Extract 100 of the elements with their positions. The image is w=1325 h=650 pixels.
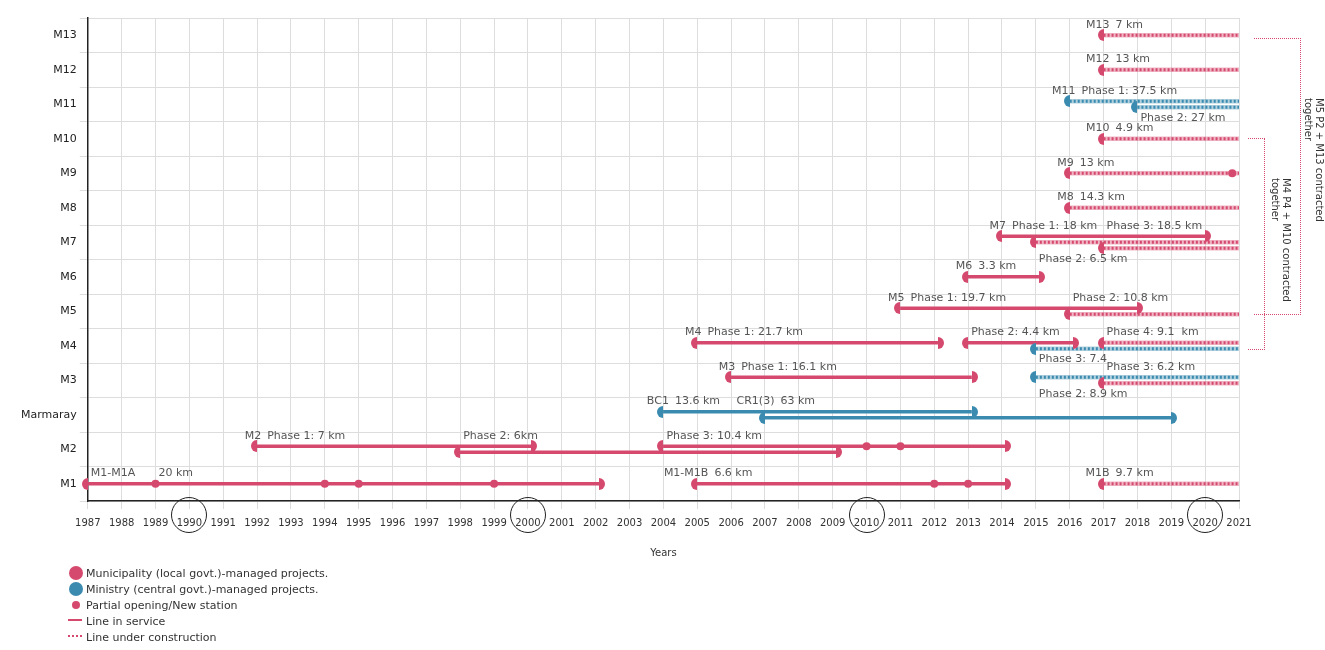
annotation: Phase 3: 7.4 xyxy=(1038,352,1107,366)
annotation: Phase 3: 6.2 km xyxy=(1106,359,1196,373)
annotation: 7 km xyxy=(1115,17,1144,31)
x-tick-label: 1989 xyxy=(142,516,169,528)
x-tick-label: 1987 xyxy=(75,516,101,528)
y-tick-label: Marmaray xyxy=(20,407,78,421)
annotation: Phase 2: 6.5 km xyxy=(1038,251,1128,265)
x-axis-title: Years xyxy=(649,546,677,558)
annotation: CR1(3) xyxy=(736,394,775,408)
annotation: 63 km xyxy=(780,394,816,408)
x-tick-label: 2009 xyxy=(819,516,846,528)
y-tick-label: M13 xyxy=(53,28,77,42)
x-tick-label: 1988 xyxy=(108,516,135,528)
y-tick-label: M9 xyxy=(60,166,77,180)
annotation: M10 xyxy=(1085,121,1110,135)
annotation: M1-M1B xyxy=(663,466,709,480)
x-tick-label: 1999 xyxy=(481,516,507,528)
annotation: M6 xyxy=(955,259,973,273)
annotation: M3 xyxy=(718,359,736,373)
x-tick-label: 2014 xyxy=(989,516,1015,528)
annotation: M8 xyxy=(1057,190,1074,204)
x-tick-label: 2001 xyxy=(549,516,575,528)
x-tick-label: 2003 xyxy=(616,516,643,528)
annotation: 14.3 km xyxy=(1079,190,1125,204)
y-tick-label: M5 xyxy=(60,304,77,318)
x-tick-label: 2000 xyxy=(515,516,541,528)
legend-label: Municipality (local govt.)-managed projects. xyxy=(86,566,329,580)
annotation: M1B xyxy=(1085,466,1110,480)
y-tick-label: M3 xyxy=(60,373,77,387)
x-tick-label: 2018 xyxy=(1124,516,1151,528)
x-tick-label: 2021 xyxy=(1226,516,1252,528)
x-tick-label: 1997 xyxy=(413,516,440,528)
annotation: M7 xyxy=(989,218,1007,232)
annotation: Phase 1: 19.7 km xyxy=(910,290,1007,304)
annotation: Phase 2: 4.4 km xyxy=(971,325,1060,339)
annotation: 13 km xyxy=(1115,52,1151,66)
x-tick-label: 2008 xyxy=(786,516,812,528)
x-tick-label: 1992 xyxy=(244,516,270,528)
annotation: Phase 2: 10.8 km xyxy=(1072,290,1169,304)
x-tick-label: 2016 xyxy=(1056,516,1083,528)
y-tick-label: M6 xyxy=(60,269,77,283)
annotation: Phase 2: 6km xyxy=(463,428,538,442)
y-tick-label: M1 xyxy=(60,476,77,490)
annotation: Phase 1: 16.1 km xyxy=(741,359,837,373)
legend-label: Line in service xyxy=(86,614,166,628)
annotation: BC1 xyxy=(646,394,669,408)
x-tick-label: 2004 xyxy=(650,516,677,528)
x-tick-label: 2005 xyxy=(684,516,710,528)
annotation: M13 xyxy=(1085,17,1110,31)
annotation: M12 xyxy=(1085,52,1110,66)
annotation: M9 xyxy=(1057,155,1074,169)
annotation: 13.6 km xyxy=(674,394,720,408)
x-tick-label: 1993 xyxy=(278,516,304,528)
annotation: Phase 1: 37.5 km xyxy=(1081,83,1178,97)
annotation: 9.7 km xyxy=(1115,466,1154,480)
annotation: M1-M1A xyxy=(90,466,136,480)
annotation: Phase 1: 7 km xyxy=(267,428,346,442)
x-tick-label: 2020 xyxy=(1192,516,1218,528)
x-tick-label: 2017 xyxy=(1090,516,1117,528)
annotation: Phase 1: 18 km xyxy=(1012,218,1098,232)
annotation: 3.3 km xyxy=(978,259,1017,273)
annotation: 13 km xyxy=(1079,155,1115,169)
x-tick-label: 2012 xyxy=(921,516,947,528)
annotation: Phase 3: 18.5 km xyxy=(1106,218,1203,232)
annotation: 4.9 km xyxy=(1115,121,1154,135)
x-tick-label: 2015 xyxy=(1023,516,1049,528)
x-tick-label: 2013 xyxy=(955,516,981,528)
x-tick-label: 1996 xyxy=(379,516,406,528)
x-tick-label: 2007 xyxy=(752,516,778,528)
x-tick-label: 2010 xyxy=(853,516,880,528)
annotation: M11 xyxy=(1052,83,1076,97)
text: M5 P2 + M13 contracted together xyxy=(1303,98,1325,224)
annotation: Phase 2: 27 km xyxy=(1140,110,1226,124)
annotation: Phase 2: 8.9 km xyxy=(1038,386,1128,400)
y-tick-label: M2 xyxy=(60,442,77,456)
y-tick-label: M8 xyxy=(60,200,77,214)
y-tick-label: M10 xyxy=(53,131,77,145)
annotation: 20 km xyxy=(158,466,194,480)
legend-label: Ministry (central govt.)-managed projects. xyxy=(86,582,319,596)
y-tick-label: M12 xyxy=(53,62,77,76)
x-tick-label: 1990 xyxy=(176,516,203,528)
x-tick-label: 1994 xyxy=(312,516,338,528)
annotation: M4 xyxy=(684,325,702,339)
annotation: M2 xyxy=(244,428,262,442)
x-tick-label: 2019 xyxy=(1158,516,1185,528)
annotation: M5 xyxy=(888,290,905,304)
y-tick-label: M11 xyxy=(53,97,77,111)
legend-label: Partial opening/New station xyxy=(86,598,238,612)
text: M4 P4 + M10 contracted together xyxy=(1270,178,1292,304)
x-tick-label: 1991 xyxy=(210,516,236,528)
x-tick-label: 2002 xyxy=(582,516,609,528)
x-tick-label: 1998 xyxy=(447,516,473,528)
x-tick-label: 2011 xyxy=(887,516,914,528)
annotation: 6.6 km xyxy=(714,466,753,480)
annotation: Phase 4: 9.1 km xyxy=(1106,325,1199,339)
annotation: Phase 3: 10.4 km xyxy=(666,428,763,442)
legend-label: Line under construction xyxy=(86,630,217,644)
y-tick-label: M4 xyxy=(60,338,77,352)
y-tick-label: M7 xyxy=(60,235,77,249)
x-tick-label: 2006 xyxy=(718,516,744,528)
